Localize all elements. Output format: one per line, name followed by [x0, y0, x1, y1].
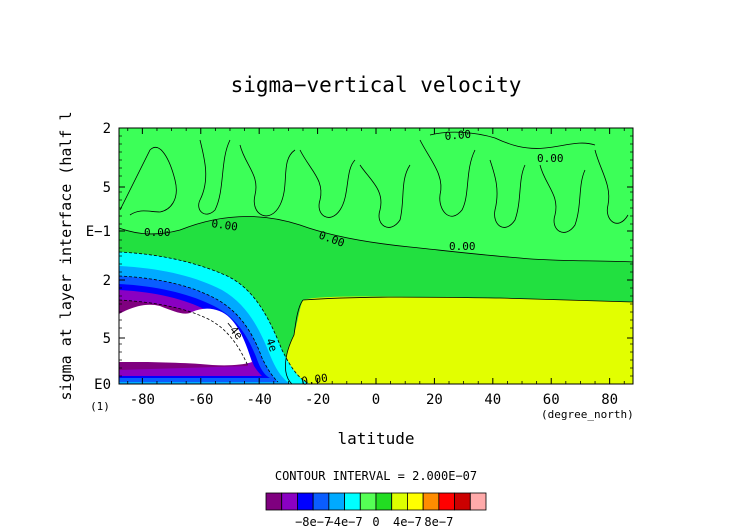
colorbar-swatch: [469, 492, 487, 511]
wiggle-contour-10: [429, 131, 596, 149]
colorbar-tick-label: 4e−7: [393, 515, 422, 529]
wiggle-contour-1: [119, 147, 177, 216]
colorbar-swatch: [454, 492, 471, 511]
upper-zero-band: [119, 128, 633, 262]
contour-label: 0.00: [537, 152, 564, 165]
contour-label: 0.00: [444, 128, 472, 143]
x-axis-unit: (degree_north): [541, 408, 634, 421]
wiggle-contour-4: [299, 149, 356, 218]
colorbar-swatch: [297, 492, 314, 511]
colorbar-swatch: [359, 492, 377, 511]
colorbar-tick-label: 0: [372, 515, 379, 529]
contour-field: [119, 128, 633, 384]
colorbar-tick-label: 8e−7: [424, 515, 453, 529]
x-tick-label: 80: [601, 392, 618, 408]
zero-contour-west: [285, 299, 304, 384]
wiggle-contour-6: [419, 139, 476, 217]
y-axis: 2 5 E−1 2 5 E0: [86, 121, 633, 393]
colorbar-swatch: [407, 492, 424, 511]
colorbar-swatch: [265, 492, 283, 511]
y-tick-label: 5: [103, 180, 111, 196]
contour-label: 0.00: [301, 371, 329, 388]
white-region: [119, 304, 252, 366]
x-tick-label: 40: [484, 392, 501, 408]
wiggle-contour-8: [539, 164, 586, 233]
zero-contour-top: [302, 296, 633, 303]
x-tick-label: -60: [188, 392, 213, 408]
positive-region: [285, 296, 633, 384]
y-axis-unit: (1): [90, 400, 110, 413]
neg-contour-1: [119, 251, 311, 384]
colorbar-swatch: [375, 492, 393, 511]
y-tick-label: 2: [103, 273, 111, 289]
wiggle-contour-9: [594, 149, 629, 224]
contour-interval-text: CONTOUR INTERVAL = 2.000E−07: [275, 469, 477, 483]
x-tick-label: -40: [247, 392, 272, 408]
wiggle-contour-3: [239, 144, 296, 217]
contour-lines: [119, 131, 633, 384]
y-axis-label: sigma at layer interface (half l: [57, 112, 75, 401]
contour-label: 4e: [263, 337, 280, 354]
zero-contour-main: [119, 216, 633, 263]
y-tick-label: E0: [94, 377, 111, 393]
x-tick-label: -80: [130, 392, 155, 408]
colorbar-tick-label: −4e−7: [327, 515, 363, 529]
contour-label: 0.00: [144, 226, 171, 239]
x-axis-label: latitude: [337, 429, 414, 448]
neg-contour-3: [119, 299, 249, 367]
x-tick-label: 20: [426, 392, 443, 408]
negative-contour-lines: [119, 251, 311, 384]
y-tick-label: E−1: [86, 224, 111, 240]
colorbar-swatch: [391, 492, 408, 511]
x-tick-label: 0: [372, 392, 380, 408]
colorbar-swatch: [344, 492, 361, 511]
wiggle-contour-7: [489, 159, 526, 228]
colorbar-tick-label: −8e−7: [295, 515, 331, 529]
wiggle-contour-2: [198, 139, 231, 215]
y-tick-label: 5: [103, 331, 111, 347]
neg-contour-2: [119, 275, 279, 383]
colorbar-swatch: [312, 492, 330, 511]
y-tick-label: 2: [103, 121, 111, 137]
contour-label: 0.00: [211, 217, 239, 234]
x-tick-label: 60: [543, 392, 560, 408]
wiggle-contour-5: [359, 164, 411, 228]
colorbar: −8e−7−4e−7 0 4e−7 8e−7: [265, 492, 487, 529]
contour-label: 0.00: [449, 240, 476, 253]
colorbar-swatch: [328, 492, 345, 511]
colorbar-swatch: [438, 492, 455, 511]
colorbar-swatch: [422, 492, 440, 511]
chart-title: sigma−vertical velocity: [231, 73, 522, 97]
colorbar-swatch: [281, 492, 298, 511]
x-axis: -80 -60 -40 -20 0 20 40 60 80: [127, 128, 625, 408]
x-tick-label: -20: [305, 392, 330, 408]
